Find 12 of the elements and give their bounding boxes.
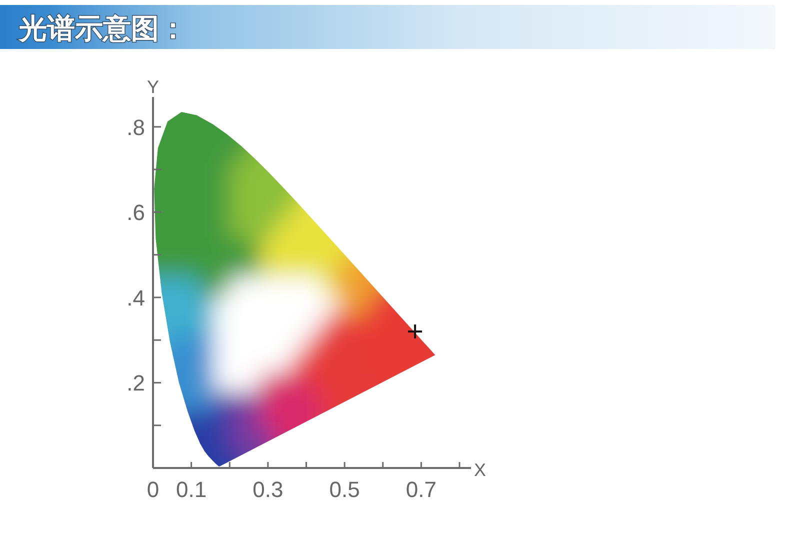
x-tick-label: 0.3 [252,477,284,502]
y-tick-label: .8 [126,114,145,140]
y-axis-title: Y [147,77,159,97]
x-tick-label: 0.7 [406,477,436,502]
y-tick-label: .4 [126,285,145,310]
y-tick-label: .6 [126,200,145,226]
x-tick-label: 0 [146,477,160,502]
x-tick-label: 0.1 [176,477,207,502]
y-tick-label: .2 [126,370,145,396]
title: 光谱示意图： [19,13,187,44]
x-axis-title: X [474,460,486,480]
x-tick-label: 0.5 [329,477,360,502]
